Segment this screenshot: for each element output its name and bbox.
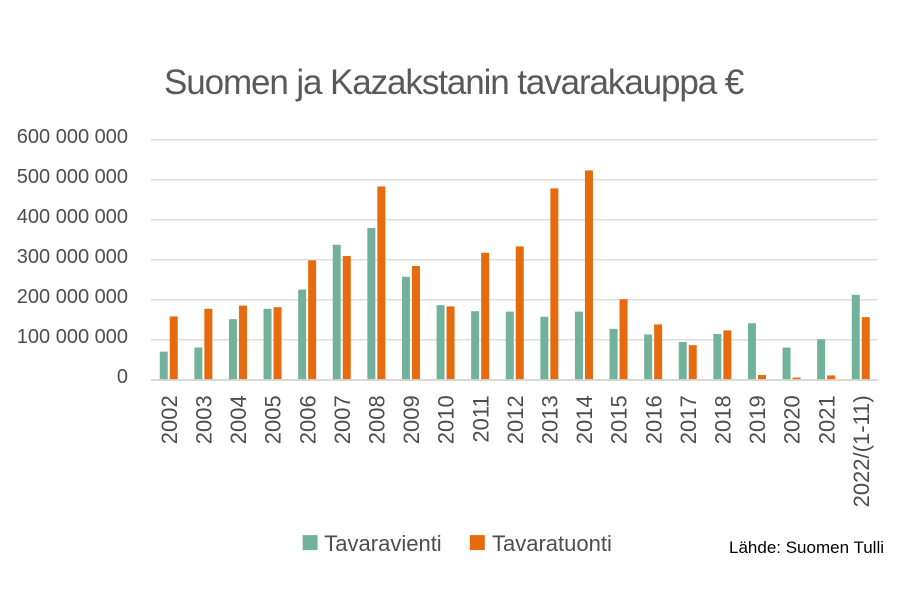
svg-text:Tavaratuonti: Tavaratuonti <box>492 531 612 556</box>
svg-text:2011: 2011 <box>468 395 493 442</box>
svg-text:2010: 2010 <box>434 395 459 444</box>
svg-text:2015: 2015 <box>607 395 632 444</box>
svg-text:100 000 000: 100 000 000 <box>17 326 128 348</box>
svg-text:Suomen ja Kazakstanin tavaraka: Suomen ja Kazakstanin tavarakauppa € <box>164 63 744 102</box>
svg-text:2004: 2004 <box>226 395 251 444</box>
svg-text:2013: 2013 <box>538 395 563 444</box>
svg-text:2019: 2019 <box>745 395 770 444</box>
svg-text:300 000 000: 300 000 000 <box>17 246 128 268</box>
svg-text:Lähde: Suomen Tulli: Lähde: Suomen Tulli <box>729 538 884 557</box>
svg-text:2017: 2017 <box>676 395 701 444</box>
svg-text:2014: 2014 <box>572 395 597 444</box>
svg-text:500 000 000: 500 000 000 <box>17 166 128 188</box>
svg-text:2006: 2006 <box>295 395 320 444</box>
svg-text:2008: 2008 <box>365 395 390 444</box>
svg-text:2003: 2003 <box>192 395 217 444</box>
svg-text:2016: 2016 <box>641 395 666 444</box>
svg-text:2018: 2018 <box>711 395 736 444</box>
svg-text:200 000 000: 200 000 000 <box>17 286 128 308</box>
svg-text:2012: 2012 <box>503 395 528 444</box>
svg-text:Tavaravienti: Tavaravienti <box>324 531 441 556</box>
svg-text:2020: 2020 <box>780 395 805 444</box>
svg-text:2005: 2005 <box>261 395 286 444</box>
svg-text:2007: 2007 <box>330 395 355 444</box>
svg-text:2021: 2021 <box>814 395 839 444</box>
svg-text:600 000 000: 600 000 000 <box>17 126 128 148</box>
svg-text:2009: 2009 <box>399 395 424 444</box>
svg-text:400 000 000: 400 000 000 <box>17 206 128 228</box>
svg-text:2022/(1-11): 2022/(1-11) <box>849 395 874 507</box>
svg-text:0: 0 <box>117 366 128 388</box>
svg-text:2002: 2002 <box>157 395 182 444</box>
